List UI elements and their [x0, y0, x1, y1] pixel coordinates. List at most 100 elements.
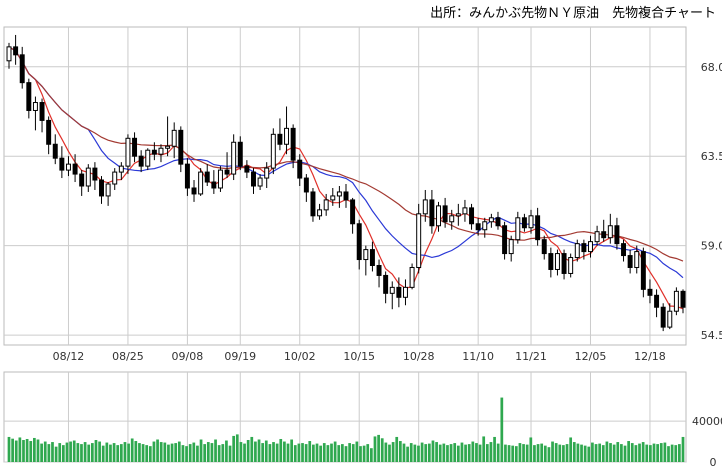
date-tick-label: 10/15	[343, 350, 375, 363]
candle-body	[402, 286, 408, 298]
volume-bar	[355, 441, 359, 462]
volume-bar	[243, 443, 246, 462]
candle	[99, 176, 104, 204]
candle	[323, 193, 329, 216]
volume-bar	[398, 441, 402, 462]
candle	[297, 154, 303, 186]
volume-bar	[616, 442, 620, 462]
candle-body	[594, 231, 600, 243]
candle-body	[118, 165, 124, 173]
volume-bar	[601, 445, 605, 462]
candle	[422, 189, 428, 222]
volume-bar	[373, 436, 377, 462]
candle-body	[79, 173, 85, 187]
candle	[184, 158, 190, 196]
ma-mid-line	[8, 46, 684, 279]
candle	[251, 168, 256, 194]
candle-body	[257, 177, 263, 187]
candle-body	[436, 205, 441, 227]
volume-bar	[156, 439, 159, 462]
volume-bar	[210, 443, 214, 462]
candle-body	[469, 207, 475, 225]
candle-body	[26, 82, 32, 111]
candle-body	[310, 191, 316, 217]
candle	[462, 199, 468, 222]
candle-body	[554, 253, 560, 270]
candle-body	[165, 145, 171, 149]
volume-bar	[7, 436, 11, 462]
candle	[588, 235, 593, 258]
candle	[469, 203, 475, 230]
candle-body	[184, 163, 190, 189]
volume-bar	[475, 443, 478, 462]
candle-body	[429, 199, 435, 227]
candle-body	[145, 149, 151, 167]
candle	[383, 271, 389, 304]
candle	[198, 168, 204, 196]
volume-bar	[638, 443, 641, 462]
candle	[46, 116, 52, 155]
candle-body	[521, 217, 527, 229]
volume-bar	[228, 445, 232, 462]
volume-bar	[105, 442, 109, 462]
candle-body	[198, 171, 204, 195]
volume-bar	[152, 441, 156, 462]
candle	[343, 184, 349, 208]
volume-bar	[90, 443, 94, 462]
volume-bar	[239, 442, 243, 462]
candle	[105, 182, 111, 206]
volume-bar	[80, 444, 83, 462]
candle	[502, 221, 508, 260]
price-tick-label: 63.5	[701, 150, 722, 163]
candle	[336, 186, 342, 208]
volume-bar	[652, 443, 656, 462]
volume-bar	[442, 443, 446, 462]
candle-body	[277, 133, 283, 145]
candle	[171, 122, 177, 159]
candle	[402, 279, 408, 306]
volume-bar	[333, 441, 337, 462]
volume-bar	[116, 445, 120, 462]
candle-body	[151, 149, 157, 155]
candle	[13, 34, 19, 65]
candle	[548, 247, 554, 278]
volume-bar	[40, 443, 43, 462]
volume-bar	[312, 444, 315, 462]
candle-body	[660, 306, 666, 328]
candle-body	[317, 209, 323, 217]
volume-bar	[565, 444, 569, 462]
candle-body	[376, 265, 382, 276]
candle-body	[244, 165, 250, 173]
volume-bar	[315, 443, 319, 462]
candle-body	[369, 249, 375, 267]
candle	[65, 156, 71, 177]
candle-body	[654, 294, 660, 308]
price-tick-label: 59.0	[701, 240, 722, 253]
volume-bar	[199, 439, 203, 462]
candle	[376, 259, 382, 288]
volume-bar	[402, 443, 406, 462]
candle-body	[105, 183, 111, 197]
volume-bar	[493, 436, 496, 462]
volume-bar	[264, 440, 268, 462]
volume-bar	[460, 442, 464, 462]
volume-bar	[141, 444, 145, 462]
volume-bar	[145, 445, 149, 462]
volume-bar	[482, 436, 486, 462]
candle-body	[640, 251, 646, 290]
volume-bar	[645, 444, 649, 462]
candle-body	[59, 157, 65, 171]
volume-bar	[431, 440, 435, 462]
volume-bar	[148, 446, 152, 462]
volume-bar	[138, 443, 141, 462]
volume-bar	[543, 445, 547, 462]
volume-bar	[134, 441, 138, 462]
volume-bar	[514, 446, 518, 462]
candle-body	[211, 181, 217, 189]
date-tick-label: 11/21	[515, 350, 547, 363]
candle	[389, 281, 395, 310]
candle	[257, 174, 263, 190]
date-tick-label: 11/10	[462, 350, 494, 363]
volume-bar	[485, 444, 489, 462]
